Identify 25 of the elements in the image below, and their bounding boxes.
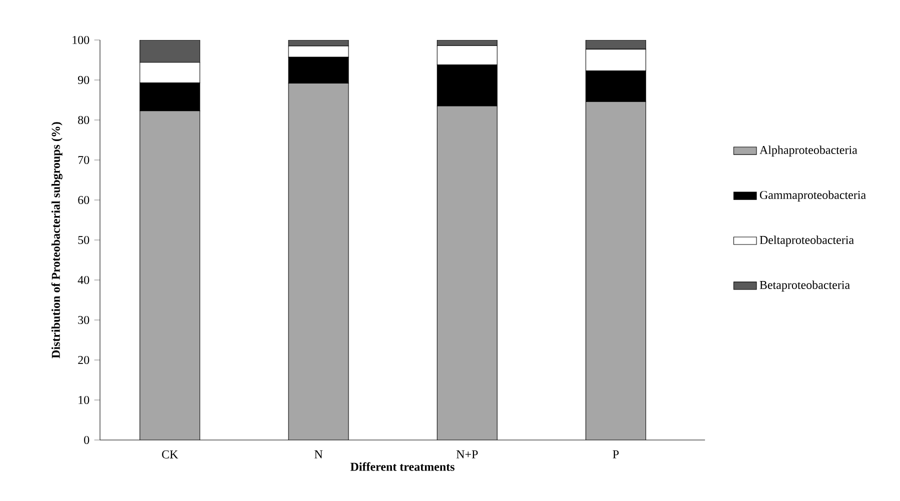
y-tick-label: 90	[78, 76, 90, 84]
y-tick-label: 0	[84, 436, 90, 444]
bar	[140, 110, 200, 440]
x-tick-label: CK	[162, 450, 178, 458]
y-tick-label: 70	[78, 156, 90, 164]
y-tick-label: 50	[78, 236, 90, 244]
legend-label: Betaproteobacteria	[760, 280, 850, 292]
y-tick-label: 10	[78, 396, 90, 404]
legend-label: Alphaproteobacteria	[760, 146, 858, 156]
x-tick-label: N+P	[456, 450, 478, 458]
y-tick-label: 40	[78, 276, 90, 284]
y-tick-label: 20	[78, 356, 90, 364]
x-axis-title: Different treatments	[350, 462, 454, 471]
bar	[437, 106, 498, 440]
y-tick-label: 80	[78, 116, 90, 124]
y-tick-label: 100	[72, 36, 90, 44]
x-tick-label: P	[612, 450, 619, 458]
legend-label: Gammaproteobacteria	[760, 190, 866, 202]
bar	[586, 101, 646, 440]
x-tick-label: N	[314, 450, 323, 458]
bar	[288, 83, 349, 440]
y-tick-label: 30	[78, 316, 90, 324]
y-axis-title: Distribution of Proteobacterial subgroups (%)	[51, 122, 62, 358]
y-tick-label: 60	[78, 196, 90, 204]
legend-label: Deltaproteobacteria	[760, 236, 854, 246]
